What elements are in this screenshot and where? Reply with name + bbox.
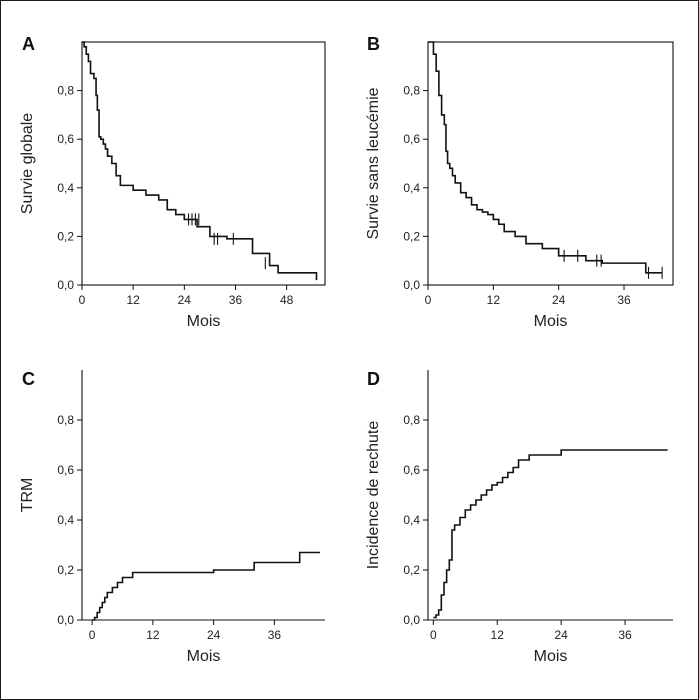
panel-letter-d: D: [367, 369, 380, 389]
y-tick-label-b: 0,0: [403, 278, 420, 292]
panel-b: B 0,0 0,2 0,4 0,6 0,8 0 12 24 36 Mois Survie sans l…: [365, 34, 674, 330]
curve-d: [433, 449, 668, 619]
curve-c: [92, 551, 320, 621]
plot-frame-a: [81, 41, 326, 286]
x-tick-label-b: 24: [552, 293, 566, 307]
y-tick-label-a: 0,8: [57, 84, 74, 98]
curve-b: [428, 41, 663, 274]
x-tick-label-b: 0: [425, 293, 432, 307]
y-tick-label-a: 0,4: [57, 181, 74, 195]
y-axis-label-c: TRM: [19, 478, 36, 513]
y-tick-label-c: 0,8: [57, 413, 74, 427]
y-tick-label-b: 0,6: [403, 132, 420, 146]
y-axis-label-d: Incidence de rechute: [365, 421, 382, 570]
curve-a: [82, 41, 318, 281]
x-tick-label-b: 36: [617, 293, 631, 307]
x-tick-label-d: 36: [618, 628, 632, 642]
y-tick-label-d: 0,2: [403, 563, 420, 577]
x-axis-label-d: Mois: [534, 648, 568, 665]
x-axis-label-b: Mois: [534, 313, 568, 330]
x-tick-label-a: 48: [280, 293, 294, 307]
x-tick-label-a: 0: [79, 293, 86, 307]
panel-letter-c: C: [22, 369, 35, 389]
plot-frame-b: [427, 41, 674, 286]
panel-letter-a: A: [22, 34, 35, 54]
x-tick-label-a: 12: [126, 293, 140, 307]
y-tick-label-d: 0,0: [403, 613, 420, 627]
x-tick-label-c: 0: [89, 628, 96, 642]
x-axis-label-a: Mois: [187, 313, 221, 330]
x-tick-label-c: 24: [207, 628, 221, 642]
x-tick-label-b: 12: [487, 293, 501, 307]
y-tick-label-d: 0,8: [403, 413, 420, 427]
y-tick-label-b: 0,2: [403, 229, 420, 243]
y-axis-label-b: Survie sans leucémie: [365, 87, 382, 239]
x-tick-label-d: 0: [430, 628, 437, 642]
panel-a: A 0,0 0,2 0,4 0,6 0,8 0 12 24 36 48 Mois Survie glob…: [19, 34, 326, 330]
y-tick-label-c: 0,4: [57, 513, 74, 527]
y-tick-label-c: 0,0: [57, 613, 74, 627]
y-tick-label-c: 0,6: [57, 463, 74, 477]
y-tick-label-a: 0,2: [57, 229, 74, 243]
x-tick-label-c: 36: [268, 628, 282, 642]
x-tick-label-a: 24: [178, 293, 192, 307]
y-tick-label-b: 0,4: [403, 181, 420, 195]
x-axis-label-c: Mois: [187, 648, 221, 665]
y-tick-label-c: 0,2: [57, 563, 74, 577]
x-tick-label-d: 24: [554, 628, 568, 642]
panel-letter-b: B: [367, 34, 380, 54]
y-tick-label-a: 0,6: [57, 132, 74, 146]
panel-c: C 0,0 0,2 0,4 0,6 0,8 0 12 24 36 Mois TRM: [19, 369, 325, 665]
y-tick-label-b: 0,8: [403, 84, 420, 98]
y-tick-label-d: 0,4: [403, 513, 420, 527]
y-axis-label-a: Survie globale: [19, 113, 36, 215]
panel-d: D 0,0 0,2 0,4 0,6 0,8 0 12 24 36 Mois Incidence de …: [365, 369, 673, 665]
y-tick-label-a: 0,0: [57, 278, 74, 292]
x-tick-label-d: 12: [491, 628, 505, 642]
x-tick-label-a: 36: [229, 293, 243, 307]
x-tick-label-c: 12: [146, 628, 160, 642]
y-tick-label-d: 0,6: [403, 463, 420, 477]
